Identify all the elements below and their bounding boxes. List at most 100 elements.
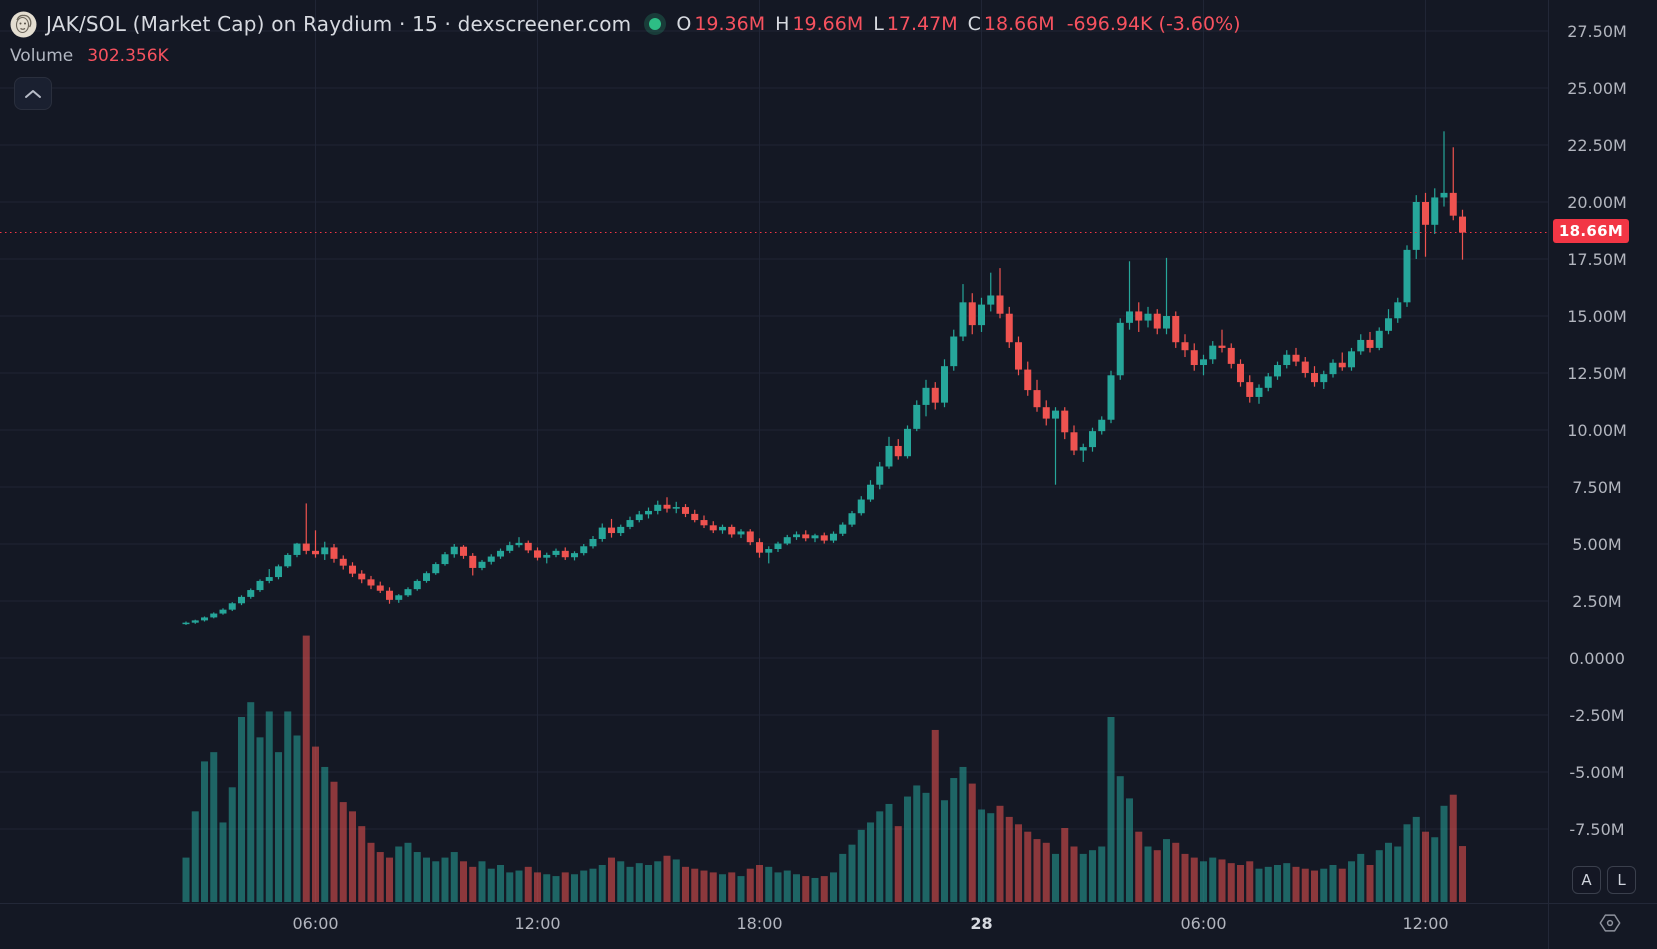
candle [1153,309,1161,335]
volume-bar [941,800,948,902]
volume-bar [561,872,569,902]
candle [395,594,403,603]
candle [423,571,430,583]
candle [635,510,643,523]
symbol-title[interactable]: JAK/SOL (Market Cap) on Raydium · 15 · d… [46,12,632,36]
volume-bar [330,781,338,902]
volume-bar [894,826,902,902]
volume-bar [1320,868,1328,902]
candle [1311,366,1318,387]
candle [312,530,319,558]
volume-bar [857,829,865,902]
candle [968,293,976,335]
candle [737,529,745,539]
candle [1283,350,1291,369]
low-value: 17.47M [886,13,958,35]
candle [802,530,810,542]
volume-bar [1079,853,1087,902]
volume-bar [598,865,606,902]
candle [626,516,634,530]
candle [682,504,689,518]
volume-bar [1218,859,1226,902]
candle [441,551,449,566]
price-tick-label: 22.50M [1567,136,1627,155]
volume-bar [913,785,921,902]
volume-bar [1089,850,1096,902]
price-tick-label: 10.00M [1567,421,1627,440]
price-axis[interactable] [1549,0,1657,903]
candle [746,529,754,546]
collapse-legend-button[interactable] [14,77,52,110]
axis-labels-layer: 27.50M 25.00M 22.50M 20.00M 17.50M 15.00M 12.5… [292,22,1626,933]
candle [1116,318,1124,380]
candle [1403,245,1411,307]
volume-bar [1375,850,1383,902]
volume-bar [1459,846,1466,902]
volume-bar [654,861,662,902]
candle [1329,359,1337,378]
candle [219,608,227,615]
candle [1366,331,1374,353]
volume-bar [1422,831,1429,902]
candle [894,439,902,460]
ohlc-readout: O 19.36M H 19.66M L 17.47M C 18.66M -696… [676,13,1240,35]
volume-bar [201,761,208,902]
volume-bar [783,870,791,902]
candle [1218,329,1226,353]
candle [867,480,874,502]
volume-bar [1301,868,1309,902]
axis-settings-button[interactable] [1596,909,1624,937]
candle [404,587,412,597]
volume-bar [219,822,227,902]
volume-bar [358,826,366,902]
volume-bar [1431,837,1439,902]
volume-bar [497,865,504,902]
volume-bar [543,874,551,902]
volume-bar [413,852,421,902]
volume-bar [922,792,930,902]
volume-bar [450,852,458,902]
candle [913,400,921,432]
volume-bar [228,787,236,902]
volume-bar [1237,865,1244,902]
candle [1394,297,1402,323]
candle [756,538,763,558]
candle [534,547,541,561]
candle [700,515,708,529]
candle [654,500,662,515]
candles-layer [182,131,1466,625]
volume-bar [765,866,773,902]
candle [571,551,578,561]
volume-layer [182,635,1466,902]
candle [1375,327,1383,351]
candle [672,501,680,514]
log-scale-button[interactable]: L [1607,866,1636,894]
candle [358,570,366,584]
time-tick-label: 18:00 [736,914,782,933]
volume-bar [645,865,652,902]
volume-bar [848,844,856,902]
candle [589,536,597,549]
price-tick-label: -7.50M [1569,820,1624,839]
candle [367,575,375,590]
candle [543,552,551,564]
candle [506,541,514,554]
time-axis[interactable] [0,904,1548,949]
candle [1301,357,1309,378]
price-tick-label: -5.00M [1569,763,1624,782]
volume-bar [672,859,680,902]
candle [1237,359,1244,387]
volume-bar [1070,846,1078,902]
volume-bar [904,796,911,902]
volume-bar [1329,865,1337,902]
candle [1190,343,1198,371]
volume-bar [515,870,523,902]
auto-scale-button[interactable]: A [1572,866,1601,894]
candle [783,534,791,546]
candle [321,541,329,560]
candle [1227,343,1235,369]
candle [191,619,199,624]
volume-bar [978,809,985,902]
